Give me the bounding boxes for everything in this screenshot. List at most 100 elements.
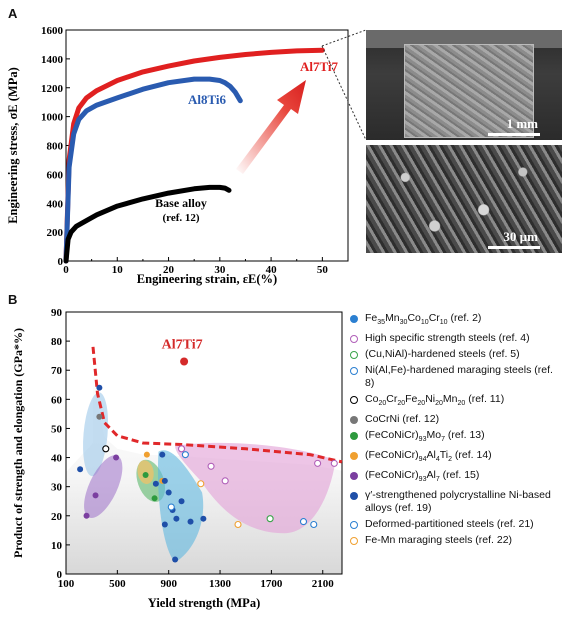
fracture-micro-image: 30 µm [366,145,562,253]
x-tick-label: 1300 [209,578,232,590]
legend-label: Fe35Mn30Co10Cr10 (ref. 2) [365,312,482,327]
point-high-specific-strength-steels-ref-4- [177,445,186,453]
point--cu-nial-hardened-steels-ref-5- [266,515,274,523]
x-axis-label: Yield strength (MPa) [148,596,260,610]
x-tick-label: 500 [109,578,126,590]
y-tick-label: 10 [51,540,63,552]
legend-label: Fe-Mn maraging steels (ref. 22) [365,534,513,547]
x-tick-label: 100 [58,578,75,590]
point--strengthened-polycrystalline-ni-based-a [161,477,168,484]
legend-label: (FeCoNiCr)93Al7 (ref. 15) [365,469,480,484]
label-base-alloy: Base alloy [155,196,207,210]
scale-bar-top [488,133,540,136]
legend-item: (FeCoNiCr)93Mo7 (ref. 13) [350,429,565,446]
point-ni-al-fe-hardened-maraging-steels-ref-8- [299,518,308,526]
legend-label: (FeCoNiCr)94Al4Ti2 (ref. 14) [365,449,492,464]
legend-item: Co20Cr20Fe20Ni20Mn20 (ref. 11) [350,393,565,410]
legend-item: Deformed-partitioned steels (ref. 21) [350,518,565,531]
legend-marker [350,315,358,323]
chart-b-legend: Fe35Mn30Co10Cr10 (ref. 2) High specific s… [350,312,565,550]
point-ni-al-fe-hardened-maraging-steels-ref-8- [310,520,318,529]
y-tick-label: 1000 [41,112,64,124]
x-tick-label: 2100 [312,578,335,590]
y-tick-label: 0 [57,569,63,581]
point--feconicr-94al4ti2-ref-14- [143,451,150,458]
x-tick-label: 1700 [260,578,283,590]
stress-strain-chart: 0 10 20 30 40 50 0 200 400 600 800 1000 1200 1400 1600… [6,25,349,286]
legend-item: (Cu,NiAl)-hardened steels (ref. 5) [350,348,565,361]
point--strengthened-polycrystalline-ni-based-a [161,521,168,528]
point--feconicr-93al7-ref-15- [83,512,90,519]
legend-label: Deformed-partitioned steels (ref. 21) [365,518,534,531]
scale-label-bottom: 30 µm [503,229,538,244]
label-al7ti7: Al7Ti7 [300,59,339,74]
region-high-specific-strength [175,442,336,534]
y-tick-label: 80 [51,336,63,348]
point--strengthened-polycrystalline-ni-based-a [172,556,179,563]
point--feconicr-93al7-ref-15- [113,454,120,461]
point-co20cr20fe20ni20mn20-ref-11- [102,445,110,453]
point--feconicr-93mo7-ref-13- [151,495,158,502]
y-tick-label: 50 [51,423,63,435]
legend-marker [350,396,358,405]
point--strengthened-polycrystalline-ni-based-a [173,515,180,522]
y-tick-label: 90 [51,307,63,319]
legend-marker [350,335,358,344]
point--strengthened-polycrystalline-ni-based-a [96,384,103,391]
legend-item: Fe35Mn30Co10Cr10 (ref. 2) [350,312,565,329]
y-tick-label: 0 [58,256,64,268]
legend-label: (Cu,NiAl)-hardened steels (ref. 5) [365,348,520,361]
legend-label: γ′-strengthened polycrystalline Ni-based… [365,489,551,515]
point--strengthened-polycrystalline-ni-based-a [77,466,84,473]
legend-marker [350,416,358,425]
x-tick-label: 10 [112,264,124,276]
x-tick-label: 30 [214,264,226,276]
y-axis-label: Product of strength and elongation (GPa*… [11,328,25,558]
label-base-alloy-ref: (ref. 12) [162,212,199,224]
label-al7ti7: Al7Ti7 [162,337,203,352]
legend-item: Fe-Mn maraging steels (ref. 22) [350,534,565,547]
legend-label: (FeCoNiCr)93Mo7 (ref. 13) [365,429,485,444]
point--feconicr-93mo7-ref-13- [142,472,149,479]
y-tick-label: 40 [51,453,63,465]
point-high-specific-strength-steels-ref-4- [207,462,215,470]
curve-base-alloy [63,184,232,264]
x-tick-label: 20 [163,264,175,276]
legend-label: Co20Cr20Fe20Ni20Mn20 (ref. 11) [365,393,505,408]
point--strengthened-polycrystalline-ni-based-a [200,515,207,522]
y-axis-label: Engineering stress, σE (MPa) [6,67,20,224]
legend-label: High specific strength steels (ref. 4) [365,332,530,345]
y-tick-label: 1400 [41,54,64,66]
y-tick-label: 600 [47,169,64,181]
point-high-specific-strength-steels-ref-4- [314,459,322,467]
point--strengthened-polycrystalline-ni-based-a [159,451,166,458]
y-tick-label: 60 [51,394,63,406]
strength-elongation-chart: 100 500 900 1300 1700 2100 0 10 20 30 40 50 60 70 80 90… [11,307,343,610]
improvement-arrow [236,80,306,174]
x-tick-label: 40 [266,264,278,276]
legend-item: γ′-strengthened polycrystalline Ni-based… [350,489,565,515]
label-al8ti6: Al8Ti6 [188,92,227,107]
x-tick-label: 900 [160,578,177,590]
x-tick-label: 0 [63,264,69,276]
y-tick-label: 1200 [41,83,64,95]
point-cocrni-ref-12- [96,413,103,420]
point-al7ti7 [180,357,189,366]
y-tick-label: 800 [47,141,64,153]
x-axis-label: Engineering strain, εE(%) [137,272,277,286]
y-tick-label: 30 [51,482,63,494]
point-fe-mn-maraging-steels-ref-22- [234,520,242,529]
curve-al8ti6 [63,76,243,264]
point-deformed-partitioned-steels-ref-21- [181,451,189,459]
point--strengthened-polycrystalline-ni-based-a [165,489,172,496]
panel-b-letter: B [8,292,18,307]
legend-item: (FeCoNiCr)94Al4Ti2 (ref. 14) [350,449,565,466]
scale-bar-bottom [488,246,540,249]
point--strengthened-polycrystalline-ni-based-a [178,498,185,505]
y-tick-label: 20 [51,511,63,523]
scale-label-top: 1 mm [506,116,538,131]
y-tick-label: 200 [47,227,64,239]
legend-item: CoCrNi (ref. 12) [350,413,565,426]
legend-marker [350,351,358,360]
x-tick-label: 50 [317,264,329,276]
